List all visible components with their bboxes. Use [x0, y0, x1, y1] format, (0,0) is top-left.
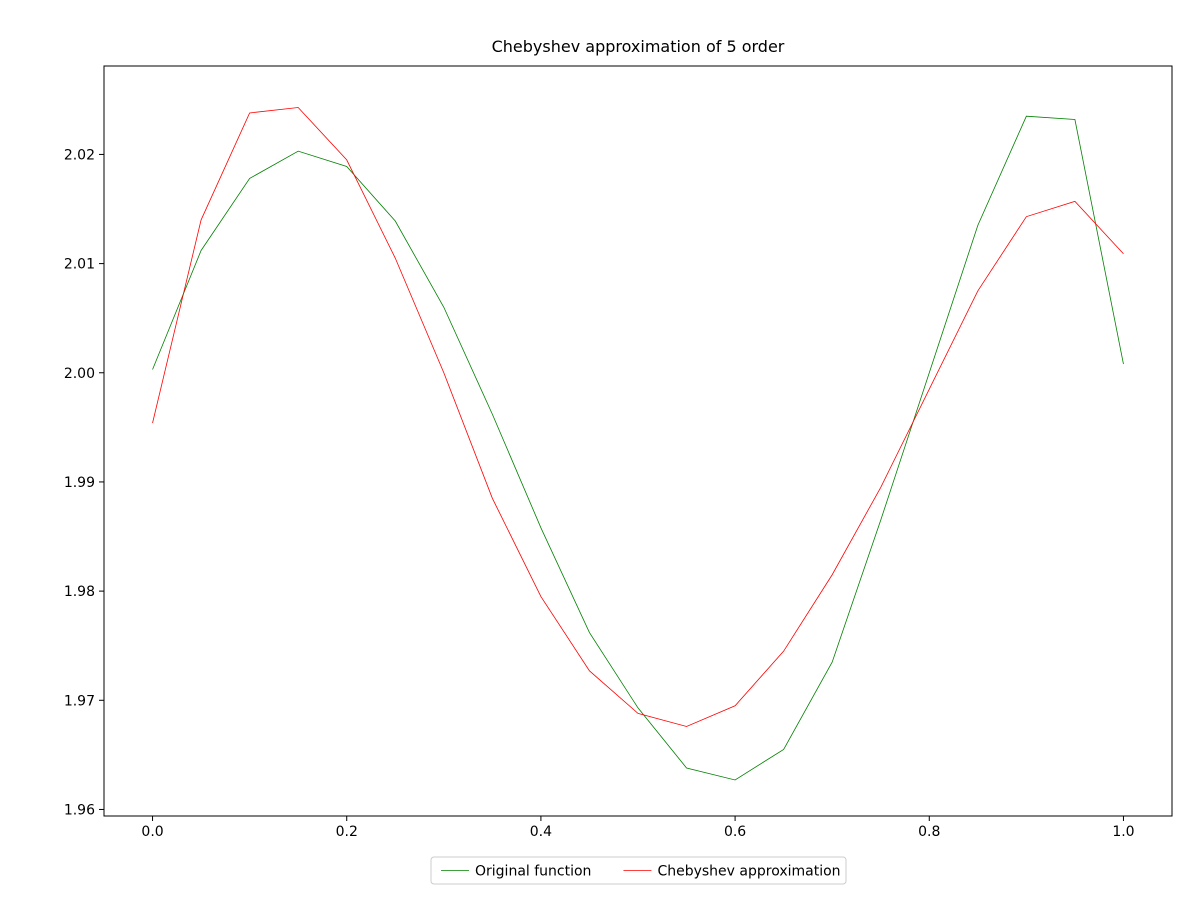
x-tick-label: 0.0	[141, 824, 163, 840]
chart-title: Chebyshev approximation of 5 order	[492, 37, 785, 56]
y-tick-label: 2.01	[64, 257, 95, 273]
y-tick-label: 1.97	[64, 693, 95, 709]
x-tick-label: 0.8	[918, 824, 940, 840]
y-tick-label: 1.96	[64, 802, 95, 818]
x-tick-label: 0.4	[530, 824, 552, 840]
plot-frame	[103, 65, 1173, 817]
legend-label: Original function	[475, 864, 591, 880]
y-tick-label: 2.02	[64, 147, 95, 163]
x-tick-label: 0.2	[336, 824, 358, 840]
x-tick-label: 0.6	[724, 824, 746, 840]
y-tick-label: 1.98	[64, 584, 95, 600]
series-line	[152, 115, 1124, 781]
y-tick-label: 2.00	[64, 366, 95, 382]
y-tick-label: 1.99	[64, 475, 95, 491]
x-tick-label: 1.0	[1112, 824, 1134, 840]
legend-label: Chebyshev approximation	[657, 864, 840, 880]
series-line	[152, 107, 1124, 727]
